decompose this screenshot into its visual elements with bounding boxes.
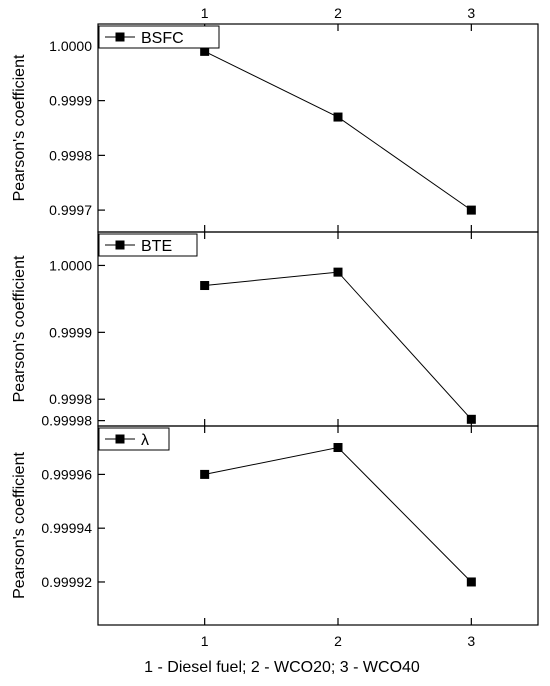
y-axis-title: Pearson's coefficient <box>11 452 28 599</box>
top-x-tick-label: 3 <box>467 5 475 21</box>
y-tick-label: 1.0000 <box>49 257 92 273</box>
legend-marker <box>115 32 125 42</box>
panel-frame-3 <box>97 425 539 626</box>
data-point <box>200 281 210 291</box>
legend-label: BSFC <box>141 30 184 47</box>
series-line-BTE <box>204 271 472 420</box>
data-point <box>466 414 476 424</box>
x-axis-title: 1 - Diesel fuel; 2 - WCO20; 3 - WCO40 <box>144 659 420 676</box>
y-tick-label: 0.99996 <box>41 466 92 482</box>
y-tick-label: 0.99998 <box>41 413 92 429</box>
data-point <box>333 112 343 122</box>
y-tick-label: 0.99992 <box>41 574 92 590</box>
y-tick-label: 0.99994 <box>41 520 92 536</box>
x-tick-label: 2 <box>334 633 342 649</box>
panel-frame-2 <box>97 231 539 427</box>
legend-label: λ <box>141 432 149 449</box>
series-line-BSFC <box>204 50 472 211</box>
y-tick-label: 0.9999 <box>49 324 92 340</box>
x-tick-label: 1 <box>201 633 209 649</box>
data-point <box>466 205 476 215</box>
y-tick-label: 0.9998 <box>49 147 92 163</box>
legend-marker <box>115 434 125 444</box>
y-tick-label: 0.9999 <box>49 93 92 109</box>
y-axis-title: Pearson's coefficient <box>11 255 28 402</box>
data-point <box>200 469 210 479</box>
panel-frame-1 <box>97 23 539 233</box>
y-tick-label: 0.9998 <box>49 391 92 407</box>
x-tick-label: 3 <box>467 633 475 649</box>
data-point <box>333 267 343 277</box>
data-point <box>200 46 210 56</box>
y-tick-label: 1.0000 <box>49 38 92 54</box>
top-x-tick-label: 1 <box>201 5 209 21</box>
legend-label: BTE <box>141 238 172 255</box>
legend-marker <box>115 240 125 250</box>
data-point <box>333 443 343 453</box>
data-point <box>466 577 476 587</box>
legend-box <box>98 233 198 257</box>
legend-box <box>98 25 220 49</box>
y-axis-title: Pearson's coefficient <box>11 54 28 201</box>
top-x-tick-label: 2 <box>334 5 342 21</box>
series-line-λ <box>204 446 472 583</box>
y-tick-label: 0.9997 <box>49 202 92 218</box>
